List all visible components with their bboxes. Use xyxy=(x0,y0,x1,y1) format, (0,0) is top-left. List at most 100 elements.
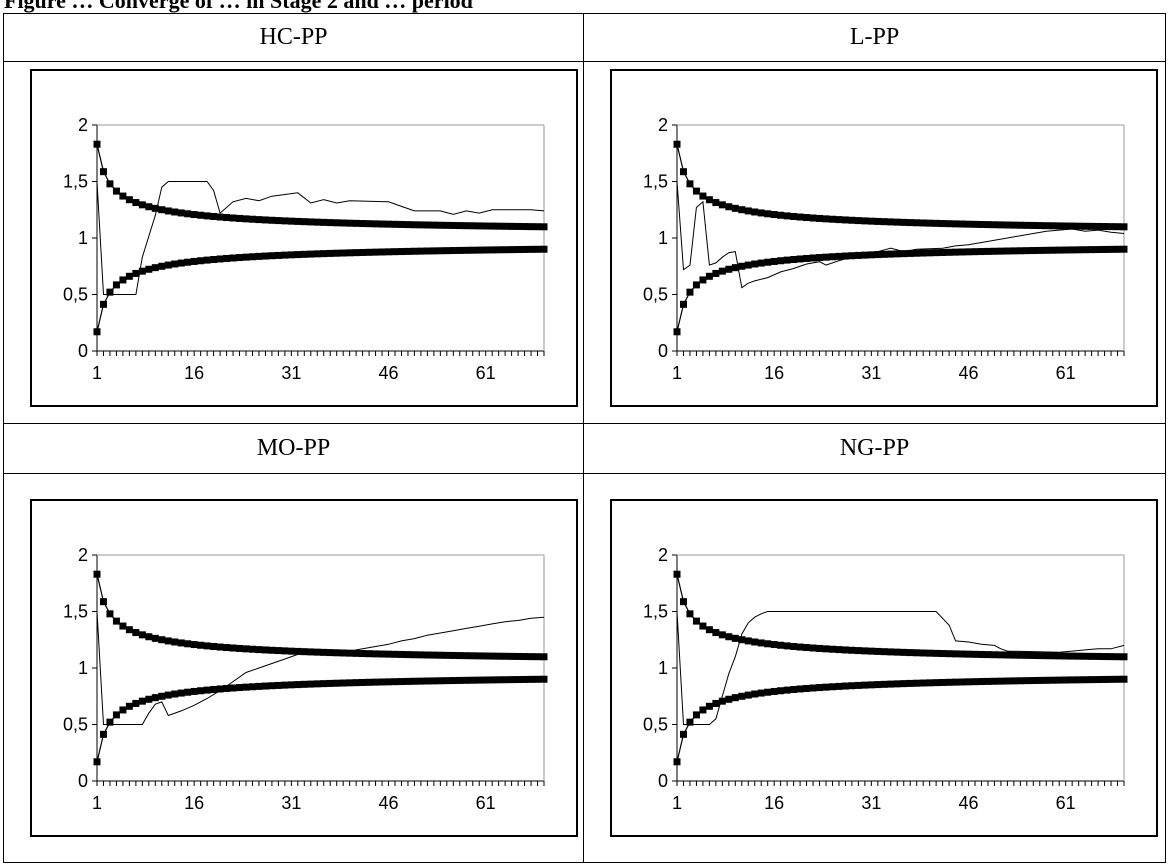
lower-bound-point xyxy=(900,680,908,688)
upper-bound-point xyxy=(848,646,856,654)
lower-bound-point xyxy=(281,681,289,689)
upper-bound-point xyxy=(1101,653,1109,661)
lower-bound-point xyxy=(958,678,966,686)
lower-bound-point xyxy=(1062,676,1070,684)
upper-bound-point xyxy=(803,214,811,222)
lower-bound-point xyxy=(410,247,418,255)
x-tick-label: 1 xyxy=(92,363,102,383)
lower-bound-point xyxy=(300,680,308,688)
upper-bound-point xyxy=(339,219,347,227)
lower-bound-point xyxy=(378,678,386,686)
upper-bound-point xyxy=(965,650,973,658)
upper-bound-point xyxy=(540,223,548,231)
upper-bound-point xyxy=(216,213,224,221)
upper-bound-point xyxy=(874,647,882,655)
upper-bound-point xyxy=(158,636,166,644)
lower-bound-point xyxy=(423,677,431,685)
upper-bound-point xyxy=(410,651,418,659)
upper-bound-point xyxy=(430,221,438,229)
lower-bound-point xyxy=(171,690,179,698)
lower-bound-series-line xyxy=(676,678,1125,762)
lower-bound-point xyxy=(770,687,778,695)
lower-bound-point xyxy=(1101,675,1109,683)
lower-bound-point xyxy=(307,680,315,688)
x-tick-label: 1 xyxy=(92,793,102,813)
lower-bound-point xyxy=(945,678,953,686)
lower-bound-point xyxy=(197,687,205,695)
upper-bound-point xyxy=(1068,652,1076,660)
lower-bound-point xyxy=(738,262,746,270)
lower-bound-point xyxy=(106,718,114,726)
lower-bound-point xyxy=(945,248,953,256)
lower-bound-point xyxy=(527,245,535,253)
lower-bound-point xyxy=(841,682,849,690)
upper-bound-point xyxy=(248,215,256,223)
chart-ng-pp: 0 0,5 1 1,5 2 1 16 31 46 61 xyxy=(643,545,1128,813)
lower-bound-point xyxy=(744,691,752,699)
lower-bound-point xyxy=(926,679,934,687)
upper-bound-point xyxy=(796,643,804,651)
upper-bound-point xyxy=(488,652,496,660)
lower-bound-point xyxy=(744,261,752,269)
upper-bound-point xyxy=(770,641,778,649)
upper-bound-point xyxy=(900,648,908,656)
lower-bound-point xyxy=(822,253,830,261)
upper-bound-point xyxy=(738,206,746,214)
upper-bound-point xyxy=(1094,652,1102,660)
upper-bound-point xyxy=(1062,222,1070,230)
x-tick-label: 16 xyxy=(184,793,204,813)
upper-bound-point xyxy=(783,642,791,650)
upper-bound-point xyxy=(514,222,522,230)
lower-bound-point xyxy=(1023,247,1031,255)
upper-bound-point xyxy=(1023,651,1031,659)
lower-bound-point xyxy=(997,247,1005,255)
upper-bound-point xyxy=(965,220,973,228)
upper-bound-point xyxy=(997,651,1005,659)
upper-bound-point xyxy=(132,629,140,637)
upper-bound-point xyxy=(1062,652,1070,660)
figure-caption-text: Figure … Converge of … in Stage 2 and … … xyxy=(4,0,473,13)
lower-bound-point xyxy=(365,248,373,256)
upper-bound-point xyxy=(313,218,321,226)
upper-bound-point xyxy=(112,187,120,195)
upper-bound-point xyxy=(770,211,778,219)
lower-bound-point xyxy=(841,252,849,260)
upper-bound-point xyxy=(210,642,218,650)
lower-bound-point xyxy=(939,678,947,686)
upper-bound-point xyxy=(151,204,159,212)
upper-bound-point xyxy=(359,650,367,658)
upper-bound-point xyxy=(333,649,341,657)
lower-bound-point xyxy=(932,249,940,257)
y-tick-label: 1 xyxy=(658,228,668,248)
lower-bound-point xyxy=(138,267,146,275)
lower-bound-point xyxy=(965,248,973,256)
upper-bound-point xyxy=(203,212,211,220)
upper-bound-point xyxy=(527,653,535,661)
upper-bound-point xyxy=(848,216,856,224)
upper-bound-point xyxy=(138,201,146,209)
upper-bound-point xyxy=(887,218,895,226)
lower-bound-point xyxy=(932,679,940,687)
upper-bound-point xyxy=(287,647,295,655)
upper-bound-point xyxy=(436,221,444,229)
x-tick-label: 61 xyxy=(476,793,496,813)
upper-bound-point xyxy=(197,641,205,649)
upper-bound-point xyxy=(1042,222,1050,230)
lower-bound-point xyxy=(397,248,405,256)
upper-bound-point xyxy=(731,634,739,642)
upper-bound-point xyxy=(164,207,172,215)
lower-bound-point xyxy=(1049,676,1057,684)
upper-bound-point xyxy=(391,220,399,228)
upper-bound-point xyxy=(223,214,231,222)
lower-bound-point xyxy=(268,682,276,690)
lower-bound-point xyxy=(93,758,101,766)
observed-series-line xyxy=(676,181,1125,289)
lower-bound-point xyxy=(352,679,360,687)
lower-bound-point xyxy=(417,677,425,685)
y-tick-label: 0,5 xyxy=(63,285,88,305)
lower-bound-point xyxy=(796,685,804,693)
upper-bound-point xyxy=(1088,222,1096,230)
lower-bound-point xyxy=(365,678,373,686)
lower-bound-point xyxy=(391,678,399,686)
lower-bound-point xyxy=(391,248,399,256)
